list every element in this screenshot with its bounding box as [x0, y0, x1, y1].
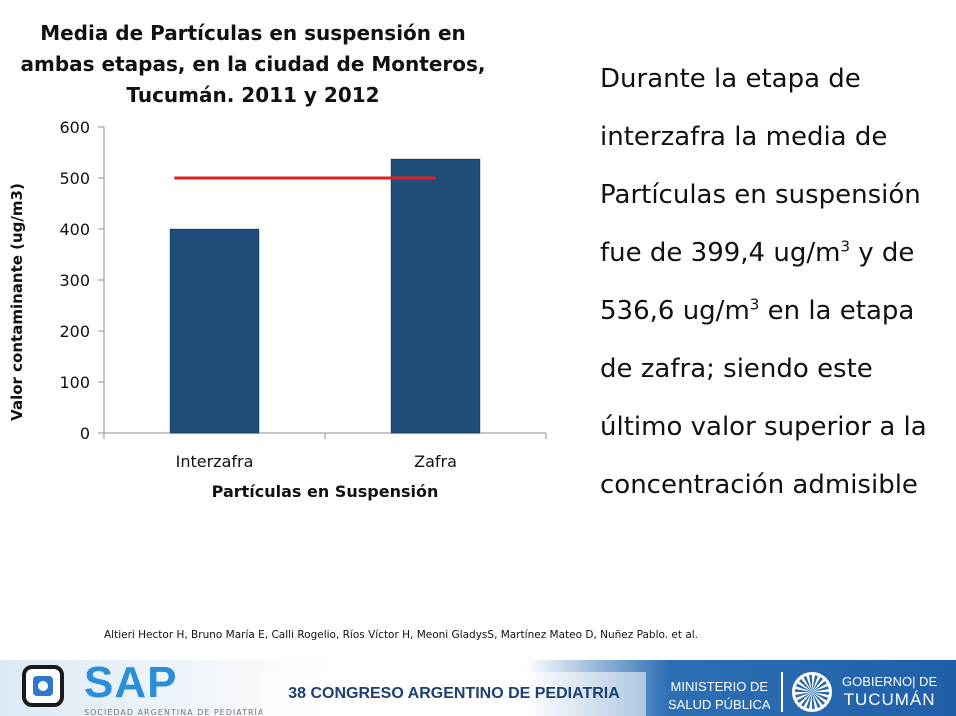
congress-title: 38 CONGRESO ARGENTINO DE PEDIATRIA — [262, 672, 646, 716]
ministerio-line-2: SALUD PÚBLICA — [668, 697, 771, 712]
gobierno-line-1: GOBIERNO| DE — [842, 674, 938, 689]
bar-zafra — [390, 158, 481, 434]
superscript-1: 3 — [840, 237, 850, 256]
y-tick-label: 600 — [59, 118, 90, 137]
x-axis-title: Partículas en Suspensión — [212, 482, 439, 501]
x-category-label: Zafra — [414, 452, 457, 471]
chart-title-line-2: ambas etapas, en la ciudad de Monteros, — [20, 52, 486, 76]
bar-interzafra — [169, 228, 260, 434]
sap-subtitle: SOCIEDAD ARGENTINA DE PEDIATRÍA — [84, 708, 265, 716]
citation: Altieri Hector H, Bruno María E, Calli R… — [104, 629, 699, 641]
chart-title-line-3: Tucumán. 2011 y 2012 — [126, 83, 380, 107]
sap-logo-text: SAP — [84, 660, 178, 707]
y-tick-label: 400 — [59, 220, 90, 239]
chart-title-line-1: Media de Partículas en suspensión en — [40, 21, 466, 45]
gobierno-line-2: TUCUMÁN — [843, 690, 936, 709]
y-tick-label: 300 — [59, 271, 90, 290]
description-part-2: y de 536,6 ug/m — [600, 238, 915, 326]
chart-title: Media de Partículas en suspensión en amb… — [18, 18, 488, 111]
sap-emblem-icon — [22, 665, 64, 707]
y-tick-label: 100 — [59, 373, 90, 392]
description-part-3: en la etapa de zafra; siendo este último… — [600, 296, 927, 500]
x-category-label: Interzafra — [176, 452, 254, 471]
y-tick-label: 0 — [80, 424, 90, 443]
y-tick-label: 200 — [59, 322, 90, 341]
ministerio-logo-text: MINISTERIO DE SALUD PÚBLICA — [668, 678, 771, 714]
ministerio-line-1: MINISTERIO DE — [670, 679, 769, 694]
y-tick-label: 500 — [59, 169, 90, 188]
sun-emblem-icon — [792, 672, 832, 712]
description-part-1: Durante la etapa de interzafra la media … — [600, 64, 921, 268]
description-text: Durante la etapa de interzafra la media … — [600, 50, 950, 514]
gobierno-logo-text: GOBIERNO| DE TUCUMÁN — [842, 674, 937, 710]
superscript-2: 3 — [749, 295, 760, 314]
footer-divider — [781, 672, 783, 712]
y-axis-title: Valor contaminante (ug/m3) — [8, 183, 26, 421]
